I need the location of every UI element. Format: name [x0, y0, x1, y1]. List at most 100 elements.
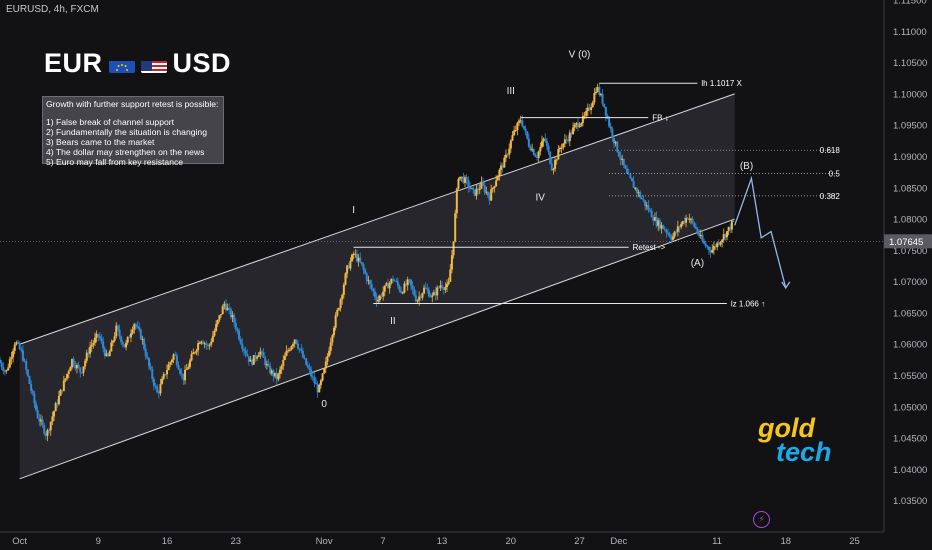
candle-body [265, 363, 268, 366]
candle-body [128, 336, 131, 338]
candle-body [292, 343, 295, 347]
candle-body [328, 350, 331, 357]
y-tick-label: 1.03500 [893, 496, 927, 507]
candle-body [306, 365, 309, 368]
candle-body [25, 361, 28, 370]
candle-body [688, 218, 691, 220]
candle-body [269, 365, 272, 374]
candle-body [151, 369, 154, 379]
fib-label: 0.382 [820, 192, 841, 201]
candles [0, 83, 735, 442]
candle-body [611, 128, 614, 138]
candle-body [560, 147, 563, 149]
candle-body [475, 188, 478, 196]
channel-fill [19, 93, 735, 479]
candle-body [711, 249, 714, 253]
candle-body [434, 292, 437, 296]
candle-body [346, 265, 349, 274]
fib-label: 0.618 [820, 146, 841, 155]
candle-body [694, 226, 697, 229]
candle-body [213, 330, 216, 336]
candle-body [665, 229, 668, 233]
candle-body [504, 154, 507, 158]
candle-body [418, 296, 421, 301]
candle-body [220, 314, 223, 316]
candle-body [218, 315, 221, 320]
candle-body [706, 246, 709, 248]
y-tick-label: 1.07000 [893, 277, 927, 288]
candle-body [205, 343, 208, 345]
candle-body [75, 365, 78, 369]
candle-body [601, 94, 604, 104]
candle-body [344, 273, 347, 285]
candle-body [388, 282, 391, 289]
candle-body [5, 370, 8, 372]
candle-body [221, 306, 224, 315]
y-tick-label: 1.11000 [893, 27, 927, 38]
candle-body [424, 287, 427, 289]
candle-body [169, 362, 172, 365]
candle-body [383, 285, 386, 292]
candle-body [2, 367, 5, 371]
candle-body [242, 348, 245, 351]
note-item: 3) Bears came to the market [46, 137, 155, 147]
candle-body [632, 181, 635, 188]
candle-body [506, 154, 509, 156]
candle-body [339, 299, 342, 309]
y-tick-label: 1.11500 [893, 0, 927, 7]
candle-body [125, 342, 128, 348]
fibonacci-levels: 0.618 0.5 0.382 [608, 146, 841, 201]
candle-body [478, 188, 481, 190]
candle-body [701, 234, 704, 242]
candle-body [557, 149, 560, 160]
candle-body [108, 351, 111, 357]
candle-body [655, 217, 658, 226]
candle-body [23, 360, 26, 362]
price-channel [19, 93, 735, 480]
candle-body [576, 122, 579, 128]
analysis-notes: Growth with further support retest is po… [42, 96, 224, 167]
candle-body [202, 341, 205, 344]
candle-body [190, 354, 193, 361]
candle-body [373, 291, 376, 297]
projection-line [734, 175, 787, 289]
candle-body [465, 177, 468, 180]
x-tick-label: 13 [437, 536, 448, 547]
candle-body [184, 369, 187, 381]
candle-body [524, 128, 527, 132]
candle-body [536, 156, 539, 158]
candle-body [447, 281, 450, 285]
candle-body [696, 228, 699, 233]
candle-body [288, 349, 291, 351]
lightning-bolt-icon[interactable]: ⚡ [753, 511, 770, 528]
base-currency: EUR [44, 48, 103, 78]
candle-body [459, 176, 462, 179]
candle-body [187, 367, 190, 370]
candle-body [197, 343, 200, 351]
candle-body [396, 281, 399, 286]
candle-body [537, 151, 540, 158]
candle-body [673, 231, 676, 237]
candle-body [486, 191, 489, 196]
candle-body [717, 242, 720, 245]
candle-body [211, 335, 214, 342]
candle-body [729, 226, 732, 230]
candle-body [519, 120, 522, 122]
candle-body [455, 188, 458, 214]
candle-body [36, 410, 39, 419]
candle-body [35, 403, 38, 411]
candle-body [382, 291, 385, 297]
candle-body [522, 126, 525, 129]
candle-body [575, 122, 578, 125]
candle-body [629, 174, 632, 179]
candle-body [143, 339, 146, 349]
candle-body [39, 419, 42, 422]
candle-body [126, 336, 129, 343]
candle-body [403, 283, 406, 293]
candle-body [544, 138, 547, 141]
candle-body [105, 353, 108, 356]
candle-body [635, 187, 638, 193]
candle-body [719, 242, 722, 245]
